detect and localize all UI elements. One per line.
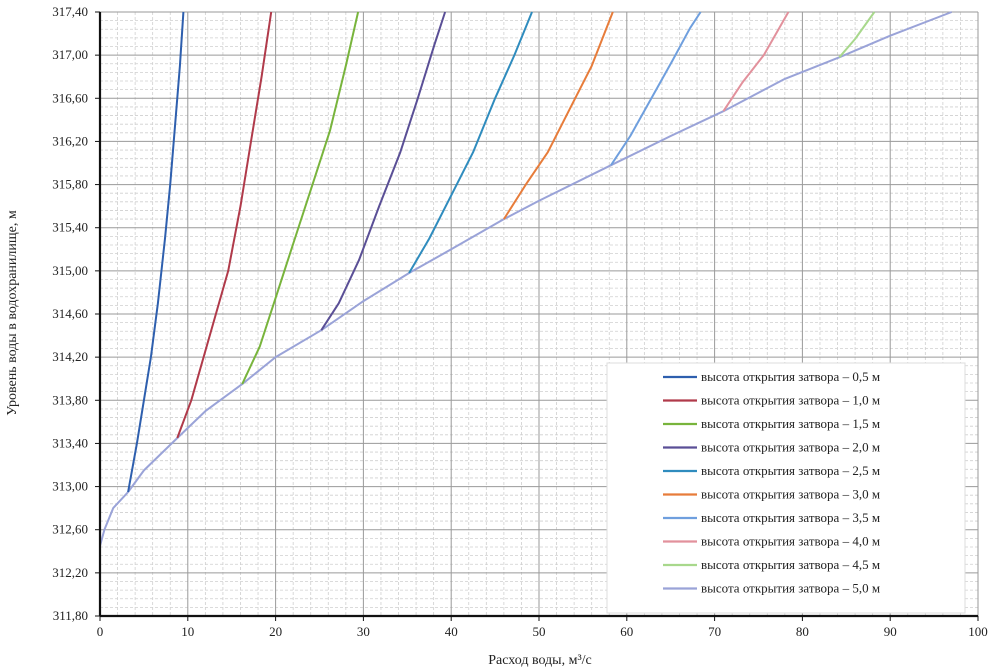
y-tick-label: 315,80 bbox=[52, 177, 88, 192]
legend-label: высота открытия затвора – 1,5 м bbox=[701, 416, 880, 431]
series-line bbox=[503, 11, 614, 220]
series-line bbox=[99, 11, 953, 547]
x-tick-label: 70 bbox=[708, 624, 721, 639]
y-tick-label: 316,20 bbox=[52, 133, 88, 148]
x-tick-label: 60 bbox=[620, 624, 633, 639]
series-line bbox=[127, 11, 185, 493]
legend-label: высота открытия затвора – 4,5 м bbox=[701, 557, 880, 572]
y-tick-label: 313,40 bbox=[52, 435, 88, 450]
y-tick-label: 313,80 bbox=[52, 392, 88, 407]
x-axis-label: Расход воды, м³/с bbox=[488, 653, 592, 668]
y-tick-label: 312,60 bbox=[52, 522, 88, 537]
y-tick-label: 317,00 bbox=[52, 47, 88, 62]
y-tick-label: 314,20 bbox=[52, 349, 88, 364]
y-tick-label: 315,00 bbox=[52, 263, 88, 278]
x-tick-label: 50 bbox=[533, 624, 546, 639]
legend-label: высота открытия затвора – 3,5 м bbox=[701, 510, 880, 525]
x-tick-label: 10 bbox=[181, 624, 194, 639]
y-tick-label: 316,60 bbox=[52, 90, 88, 105]
y-axis-ticks: 311,80 312,20 312,60 313,00 313,40 313,80 314,… bbox=[52, 4, 100, 623]
series-line bbox=[241, 11, 360, 385]
y-tick-label: 312,20 bbox=[52, 565, 88, 580]
legend-label: высота открытия затвора – 4,0 м bbox=[701, 534, 880, 549]
x-tick-label: 20 bbox=[269, 624, 282, 639]
legend-label: высота открытия затвора – 0,5 м bbox=[701, 369, 880, 384]
x-tick-label: 100 bbox=[968, 624, 988, 639]
legend-label: высота открытия затвора – 3,0 м bbox=[701, 487, 880, 502]
x-tick-label: 80 bbox=[796, 624, 809, 639]
y-tick-label: 315,40 bbox=[52, 220, 88, 235]
y-tick-label: 314,60 bbox=[52, 306, 88, 321]
series-layer bbox=[99, 11, 953, 547]
legend-label: высота открытия затвора – 5,0 м bbox=[701, 581, 880, 596]
y-axis-label: Уровень воды в водохранилище, м bbox=[5, 210, 20, 416]
legend-label: высота открытия затвора – 1,0 м bbox=[701, 393, 880, 408]
y-tick-label: 313,00 bbox=[52, 479, 88, 494]
legend-box bbox=[606, 362, 966, 614]
x-tick-label: 40 bbox=[445, 624, 458, 639]
x-tick-label: 90 bbox=[884, 624, 897, 639]
legend-label: высота открытия затвора – 2,5 м bbox=[701, 463, 880, 478]
y-tick-label: 311,80 bbox=[53, 608, 88, 623]
legend: высота открытия затвора – 0,5 м высота от… bbox=[606, 362, 966, 614]
series-line bbox=[838, 11, 876, 58]
x-axis-ticks: 0 10 20 30 40 50 60 70 80 90 100 bbox=[97, 616, 988, 639]
series-line bbox=[176, 11, 273, 439]
y-tick-label: 317,40 bbox=[52, 4, 88, 19]
series-line bbox=[320, 11, 447, 331]
legend-label: высота открытия затвора – 2,0 м bbox=[701, 440, 880, 455]
series-line bbox=[722, 11, 790, 112]
x-tick-label: 0 bbox=[97, 624, 104, 639]
series-line bbox=[610, 11, 702, 166]
x-tick-label: 30 bbox=[357, 624, 370, 639]
series-line bbox=[408, 11, 533, 274]
